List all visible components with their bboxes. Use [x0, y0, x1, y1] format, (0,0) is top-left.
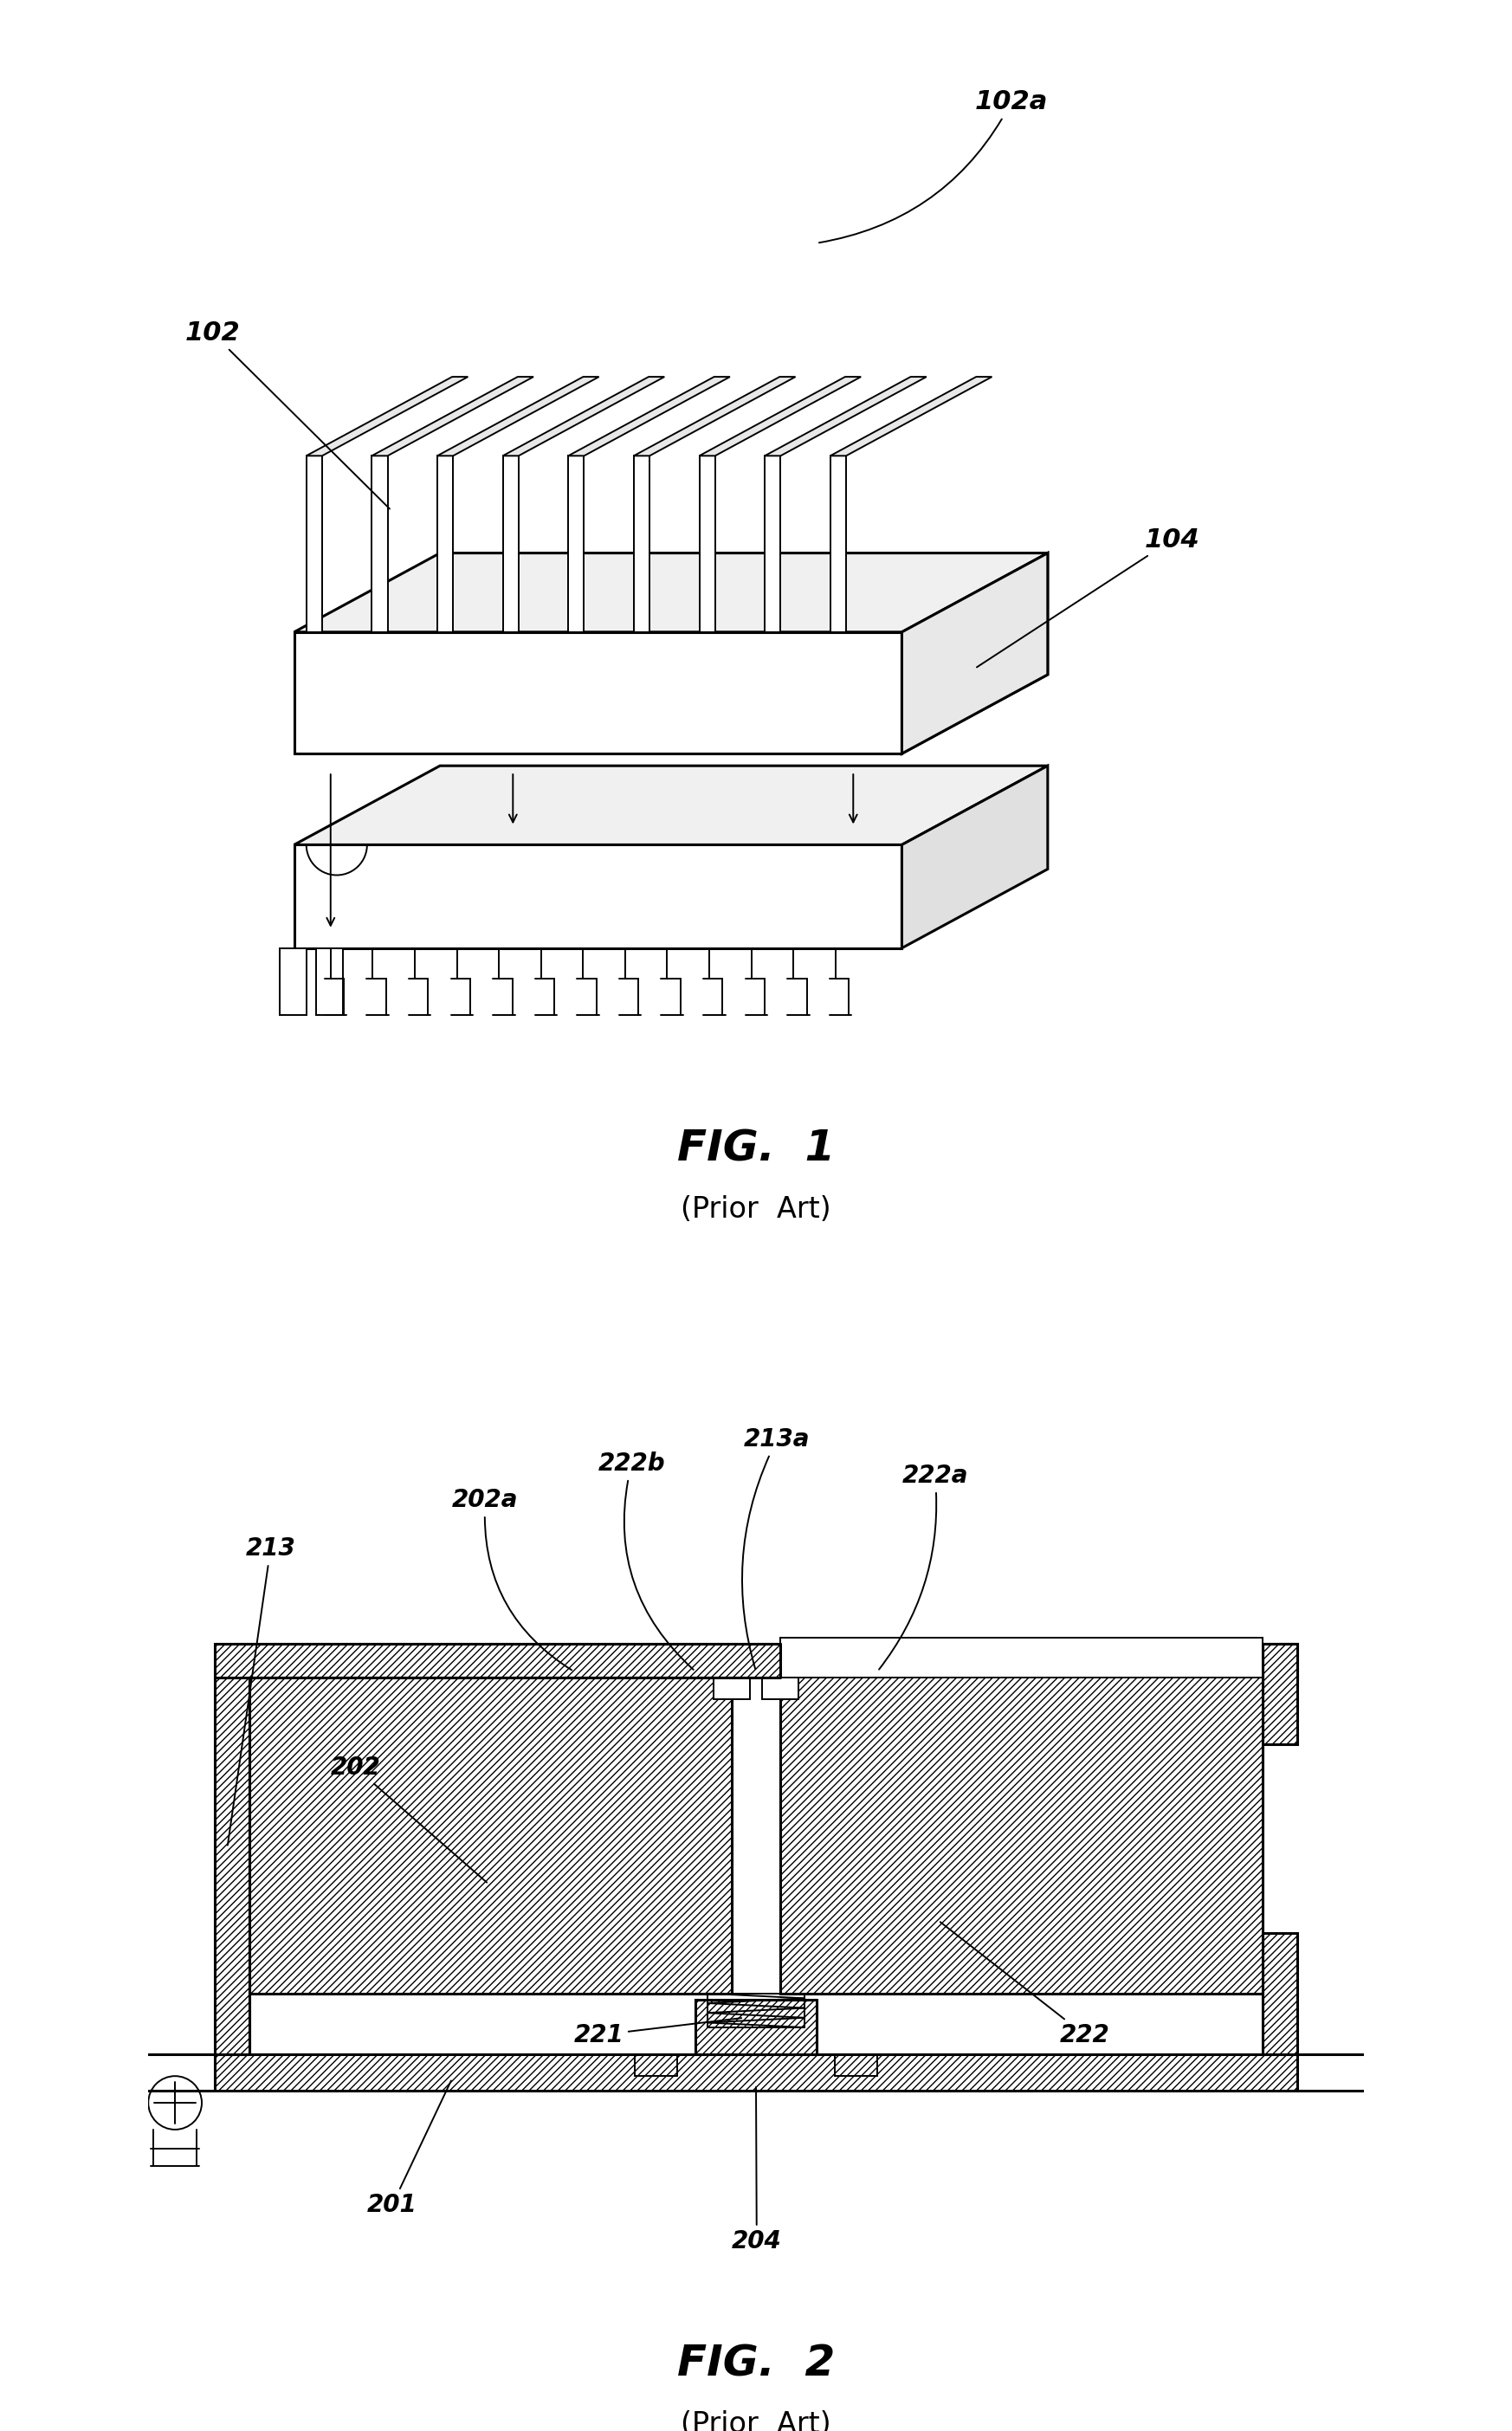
Text: (Prior  Art): (Prior Art): [680, 1196, 832, 1223]
Polygon shape: [569, 457, 584, 632]
Text: 201: 201: [367, 2081, 451, 2217]
Text: FIG.  1: FIG. 1: [677, 1128, 835, 1169]
Polygon shape: [901, 552, 1048, 754]
Polygon shape: [295, 846, 901, 948]
Bar: [316, 948, 343, 1016]
Text: 213a: 213a: [742, 1427, 810, 1670]
Text: FIG.  2: FIG. 2: [677, 2343, 835, 2385]
Text: 102a: 102a: [820, 90, 1048, 243]
Text: 221: 221: [573, 2018, 741, 2047]
Polygon shape: [714, 1677, 750, 1699]
Polygon shape: [307, 377, 467, 457]
Text: 213: 213: [228, 1536, 295, 1845]
Polygon shape: [830, 377, 992, 457]
Polygon shape: [372, 377, 534, 457]
Polygon shape: [699, 457, 715, 632]
Text: 222: 222: [940, 1923, 1110, 2047]
Polygon shape: [295, 632, 901, 754]
Polygon shape: [765, 457, 780, 632]
Polygon shape: [295, 632, 901, 754]
Bar: [215, 1643, 1297, 1677]
Bar: [215, 2054, 1297, 2091]
Polygon shape: [295, 552, 1048, 632]
Bar: [780, 1643, 1263, 1993]
Polygon shape: [503, 377, 664, 457]
Text: (Prior  Art): (Prior Art): [680, 2412, 832, 2431]
Bar: [780, 1638, 1263, 1677]
Bar: [1263, 1933, 1297, 2054]
Text: 102: 102: [184, 321, 390, 508]
Polygon shape: [295, 766, 1048, 846]
Polygon shape: [830, 457, 847, 632]
Polygon shape: [699, 377, 860, 457]
Polygon shape: [437, 457, 454, 632]
Text: 204: 204: [732, 2086, 782, 2254]
Bar: [249, 1677, 732, 1993]
Text: 202: 202: [331, 1755, 487, 1882]
Polygon shape: [307, 457, 322, 632]
Polygon shape: [901, 766, 1048, 948]
Polygon shape: [634, 377, 795, 457]
Text: 202a: 202a: [452, 1488, 572, 1670]
Text: 222b: 222b: [599, 1451, 694, 1670]
Text: 104: 104: [977, 528, 1201, 666]
Polygon shape: [765, 377, 927, 457]
Bar: [280, 948, 307, 1016]
Polygon shape: [569, 377, 730, 457]
Bar: [215, 1677, 249, 2054]
Polygon shape: [372, 457, 387, 632]
Bar: [696, 1998, 816, 2054]
Text: 222a: 222a: [878, 1463, 968, 1670]
Polygon shape: [437, 377, 599, 457]
Polygon shape: [762, 1677, 798, 1699]
Polygon shape: [634, 457, 650, 632]
Bar: [1263, 1643, 1297, 1745]
Polygon shape: [901, 552, 1048, 754]
Polygon shape: [503, 457, 519, 632]
